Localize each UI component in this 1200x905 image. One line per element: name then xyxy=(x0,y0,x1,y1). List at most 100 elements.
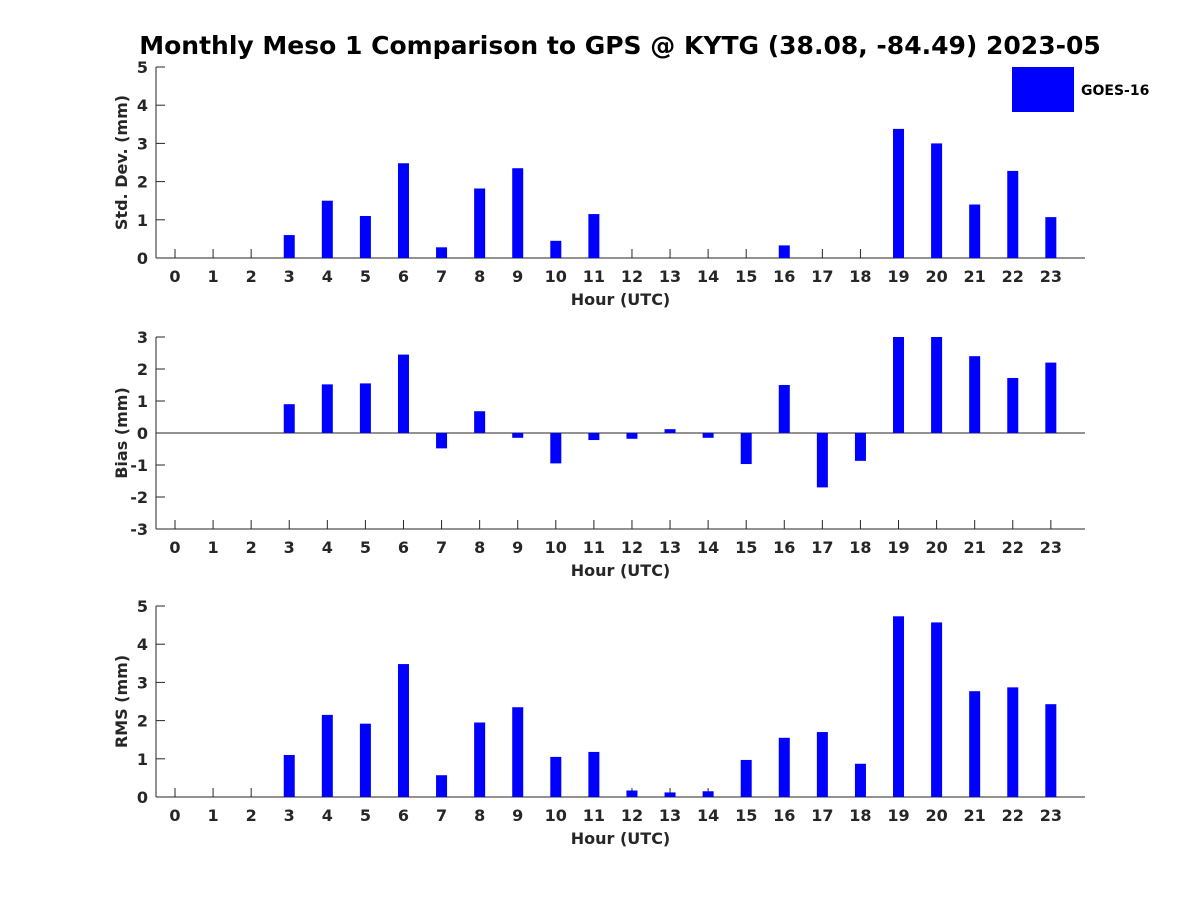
x-tick-label: 20 xyxy=(925,806,947,825)
x-tick-label: 11 xyxy=(583,267,605,286)
bar-rms-15 xyxy=(740,759,752,797)
bar-rms-16 xyxy=(778,737,790,797)
y-tick-label: 2 xyxy=(137,712,148,731)
y-axis-label: Std. Dev. (mm) xyxy=(112,95,131,230)
bar-bias-3 xyxy=(283,404,295,433)
bar-bias-9 xyxy=(512,433,524,438)
x-tick-label: 23 xyxy=(1040,538,1062,557)
bar-rms-3 xyxy=(283,754,295,797)
bar-std-dev-4 xyxy=(321,200,333,258)
bar-bias-12 xyxy=(626,433,638,439)
bar-bias-15 xyxy=(740,433,752,465)
x-tick-label: 22 xyxy=(1002,538,1024,557)
y-tick-label: 0 xyxy=(137,788,148,807)
x-tick-label: 2 xyxy=(246,538,257,557)
x-tick-label: 0 xyxy=(169,538,180,557)
bar-rms-18 xyxy=(854,763,866,797)
x-tick-label: 7 xyxy=(436,538,447,557)
bar-rms-14 xyxy=(702,791,714,797)
bar-bias-4 xyxy=(321,384,333,433)
x-tick-label: 14 xyxy=(697,806,719,825)
bar-std-dev-10 xyxy=(550,240,562,258)
x-tick-label: 8 xyxy=(474,267,485,286)
x-tick-label: 6 xyxy=(398,538,409,557)
x-tick-label: 4 xyxy=(322,267,333,286)
bar-rms-22 xyxy=(1007,687,1019,797)
x-axis-label: Hour (UTC) xyxy=(571,290,671,309)
y-tick-label: 3 xyxy=(137,673,148,692)
bar-bias-11 xyxy=(588,433,600,441)
x-tick-label: 1 xyxy=(208,806,219,825)
x-tick-label: 3 xyxy=(284,267,295,286)
x-tick-label: 0 xyxy=(169,267,180,286)
x-tick-label: 5 xyxy=(360,538,371,557)
x-tick-label: 12 xyxy=(621,806,643,825)
x-tick-label: 16 xyxy=(773,267,795,286)
bar-bias-16 xyxy=(778,385,790,433)
chart-title: Monthly Meso 1 Comparison to GPS @ KYTG … xyxy=(139,31,1101,60)
x-tick-label: 21 xyxy=(964,806,986,825)
x-tick-label: 6 xyxy=(398,267,409,286)
x-tick-label: 13 xyxy=(659,267,681,286)
x-tick-label: 1 xyxy=(208,538,219,557)
x-tick-label: 0 xyxy=(169,806,180,825)
x-tick-label: 12 xyxy=(621,538,643,557)
bar-rms-21 xyxy=(969,691,981,797)
y-tick-label: 5 xyxy=(137,58,148,77)
bar-bias-7 xyxy=(436,433,448,449)
x-tick-label: 9 xyxy=(512,538,523,557)
x-tick-label: 16 xyxy=(773,806,795,825)
bar-std-dev-7 xyxy=(436,247,448,258)
x-tick-label: 10 xyxy=(545,806,567,825)
x-tick-label: 11 xyxy=(583,806,605,825)
bar-rms-11 xyxy=(588,751,600,797)
x-tick-label: 15 xyxy=(735,806,757,825)
y-tick-label: 0 xyxy=(137,249,148,268)
x-tick-label: 11 xyxy=(583,538,605,557)
x-tick-label: 6 xyxy=(398,806,409,825)
bar-bias-20 xyxy=(931,337,943,433)
x-tick-label: 10 xyxy=(545,267,567,286)
y-tick-label: 3 xyxy=(137,328,148,347)
bar-std-dev-8 xyxy=(474,188,486,258)
bar-std-dev-23 xyxy=(1045,217,1057,258)
bar-bias-17 xyxy=(816,433,828,488)
x-tick-label: 13 xyxy=(659,538,681,557)
x-tick-label: 8 xyxy=(474,538,485,557)
x-tick-label: 19 xyxy=(887,538,909,557)
x-tick-label: 16 xyxy=(773,538,795,557)
x-tick-label: 3 xyxy=(284,538,295,557)
x-tick-label: 7 xyxy=(436,267,447,286)
x-tick-label: 14 xyxy=(697,267,719,286)
x-tick-label: 1 xyxy=(208,267,219,286)
x-tick-label: 15 xyxy=(735,267,757,286)
bar-rms-6 xyxy=(397,664,409,797)
x-tick-label: 19 xyxy=(887,806,909,825)
bar-rms-17 xyxy=(816,732,828,797)
x-tick-label: 21 xyxy=(964,538,986,557)
y-tick-label: -2 xyxy=(130,488,148,507)
x-tick-label: 23 xyxy=(1040,267,1062,286)
bar-rms-20 xyxy=(931,622,943,797)
bar-bias-22 xyxy=(1007,377,1019,433)
x-tick-label: 18 xyxy=(849,538,871,557)
x-tick-label: 10 xyxy=(545,538,567,557)
x-tick-label: 18 xyxy=(849,806,871,825)
x-tick-label: 15 xyxy=(735,538,757,557)
bar-std-dev-21 xyxy=(969,204,981,258)
x-tick-label: 18 xyxy=(849,267,871,286)
bar-std-dev-3 xyxy=(283,235,295,258)
x-axis-label: Hour (UTC) xyxy=(571,561,671,580)
bar-std-dev-5 xyxy=(359,215,371,258)
x-tick-label: 19 xyxy=(887,267,909,286)
bar-rms-5 xyxy=(359,723,371,797)
bar-std-dev-16 xyxy=(778,245,790,258)
y-tick-label: -1 xyxy=(130,456,148,475)
bar-bias-23 xyxy=(1045,362,1057,433)
x-tick-label: 9 xyxy=(512,267,523,286)
y-tick-label: 4 xyxy=(137,96,148,115)
bar-rms-7 xyxy=(436,775,448,797)
